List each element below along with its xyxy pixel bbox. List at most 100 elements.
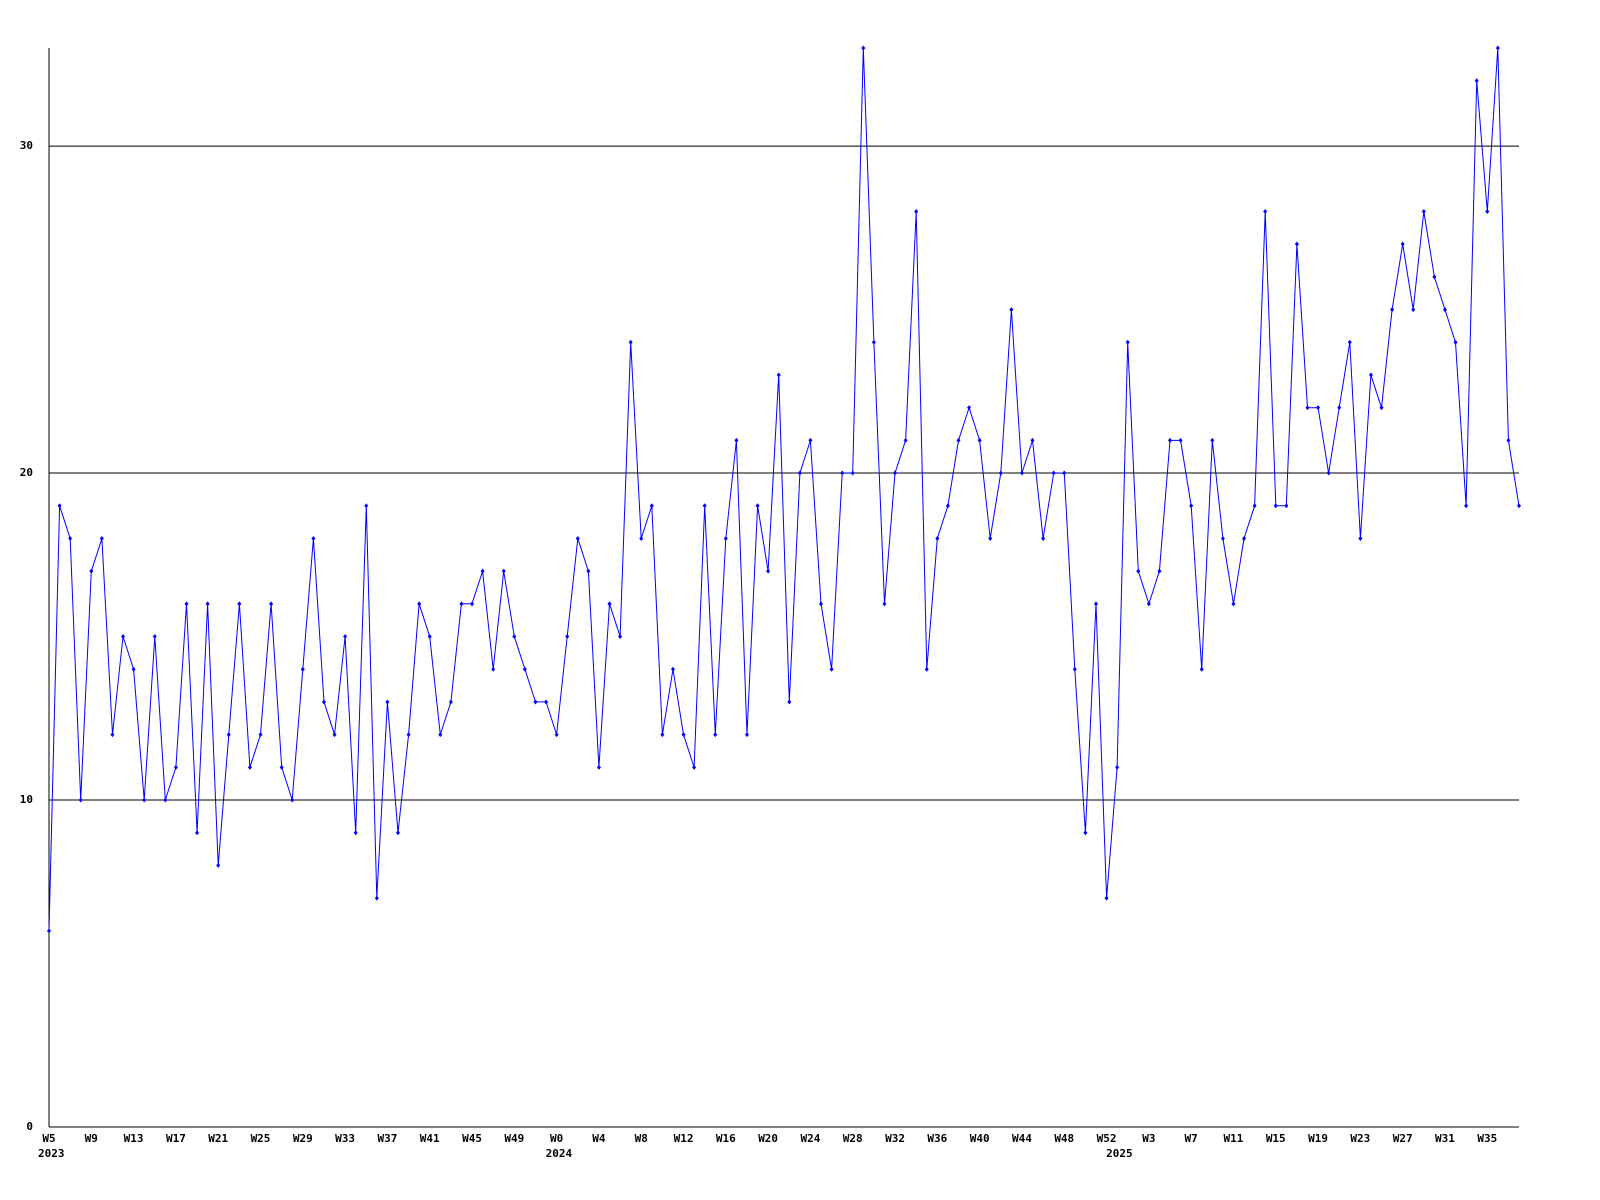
data-point [998, 470, 1003, 476]
data-point [776, 372, 781, 378]
data-point [142, 797, 147, 803]
data-point [491, 666, 496, 672]
data-point [628, 339, 633, 345]
data-point [110, 732, 115, 738]
x-tick-label: W27 [1393, 1132, 1413, 1145]
x-tick-label: W37 [377, 1132, 397, 1145]
data-point [840, 470, 845, 476]
x-tick-label: W16 [716, 1132, 736, 1145]
data-line [48, 47, 1520, 931]
data-point [935, 535, 940, 541]
data-point [311, 535, 316, 541]
data-point [670, 666, 675, 672]
data-point [1125, 339, 1130, 345]
data-point [819, 601, 824, 607]
data-point [247, 764, 252, 770]
data-point [1115, 764, 1120, 770]
data-point [1411, 307, 1416, 313]
data-point [1146, 601, 1151, 607]
data-point [374, 895, 379, 901]
data-point [554, 732, 559, 738]
data-point [903, 437, 908, 443]
x-tick-label: W36 [927, 1132, 947, 1145]
data-point [1199, 666, 1204, 672]
x-tick-label: W12 [674, 1132, 694, 1145]
data-point [1104, 895, 1109, 901]
data-point [1453, 339, 1458, 345]
data-point [734, 437, 739, 443]
data-point [470, 601, 475, 607]
x-tick-label: W4 [592, 1132, 606, 1145]
data-point [533, 699, 538, 705]
data-point [1009, 307, 1014, 313]
data-point [522, 666, 527, 672]
data-point [163, 797, 168, 803]
data-point [618, 634, 623, 640]
data-point [1072, 666, 1077, 672]
data-point [660, 732, 665, 738]
data-point [406, 732, 411, 738]
data-point [512, 634, 517, 640]
x-tick-label: W33 [335, 1132, 355, 1145]
data-point [1041, 535, 1046, 541]
x-tick-label: W15 [1266, 1132, 1286, 1145]
data-point [945, 503, 950, 509]
x-tick-label: W9 [85, 1132, 98, 1145]
data-point [1495, 45, 1500, 51]
data-point [1210, 437, 1215, 443]
data-point [977, 437, 982, 443]
y-tick-label: 20 [20, 466, 33, 479]
data-point [808, 437, 813, 443]
x-tick-label: W49 [504, 1132, 524, 1145]
data-point [893, 470, 898, 476]
data-point [99, 535, 104, 541]
data-point [755, 503, 760, 509]
data-point [321, 699, 326, 705]
data-point [1189, 503, 1194, 509]
data-point [1432, 274, 1437, 280]
data-point [1252, 503, 1257, 509]
data-point [829, 666, 834, 672]
x-tick-label: W52 [1097, 1132, 1117, 1145]
data-point [1305, 405, 1310, 411]
data-point [1464, 503, 1469, 509]
data-point [1284, 503, 1289, 509]
x-tick-label: W41 [420, 1132, 440, 1145]
data-point [343, 634, 348, 640]
x-tick-label: W31 [1435, 1132, 1455, 1145]
data-point [744, 732, 749, 738]
data-point [882, 601, 887, 607]
data-point [914, 208, 919, 214]
data-point [332, 732, 337, 738]
data-point [269, 601, 274, 607]
data-point [596, 764, 601, 770]
data-point [47, 928, 51, 934]
data-point [1051, 470, 1056, 476]
data-point [1347, 339, 1352, 345]
x-tick-label: W21 [208, 1132, 228, 1145]
data-point [692, 764, 697, 770]
x-year-label: 2023 [38, 1147, 65, 1160]
data-point [649, 503, 654, 509]
y-tick-label: 30 [20, 139, 33, 152]
y-tick-label: 10 [20, 793, 33, 806]
data-point [395, 830, 400, 836]
data-point [1093, 601, 1098, 607]
data-point [152, 634, 157, 640]
x-tick-label: W13 [124, 1132, 144, 1145]
data-point [385, 699, 390, 705]
data-point [607, 601, 612, 607]
data-point [258, 732, 263, 738]
x-tick-label: W24 [801, 1132, 821, 1145]
data-point [1358, 535, 1363, 541]
data-point [1474, 78, 1479, 84]
y-tick-label: 0 [26, 1120, 33, 1133]
data-point [850, 470, 855, 476]
x-tick-label: W25 [251, 1132, 271, 1145]
x-tick-label: W19 [1308, 1132, 1328, 1145]
x-tick-label: W11 [1224, 1132, 1244, 1145]
data-point [78, 797, 83, 803]
x-tick-label: W44 [1012, 1132, 1032, 1145]
data-point [1506, 437, 1511, 443]
